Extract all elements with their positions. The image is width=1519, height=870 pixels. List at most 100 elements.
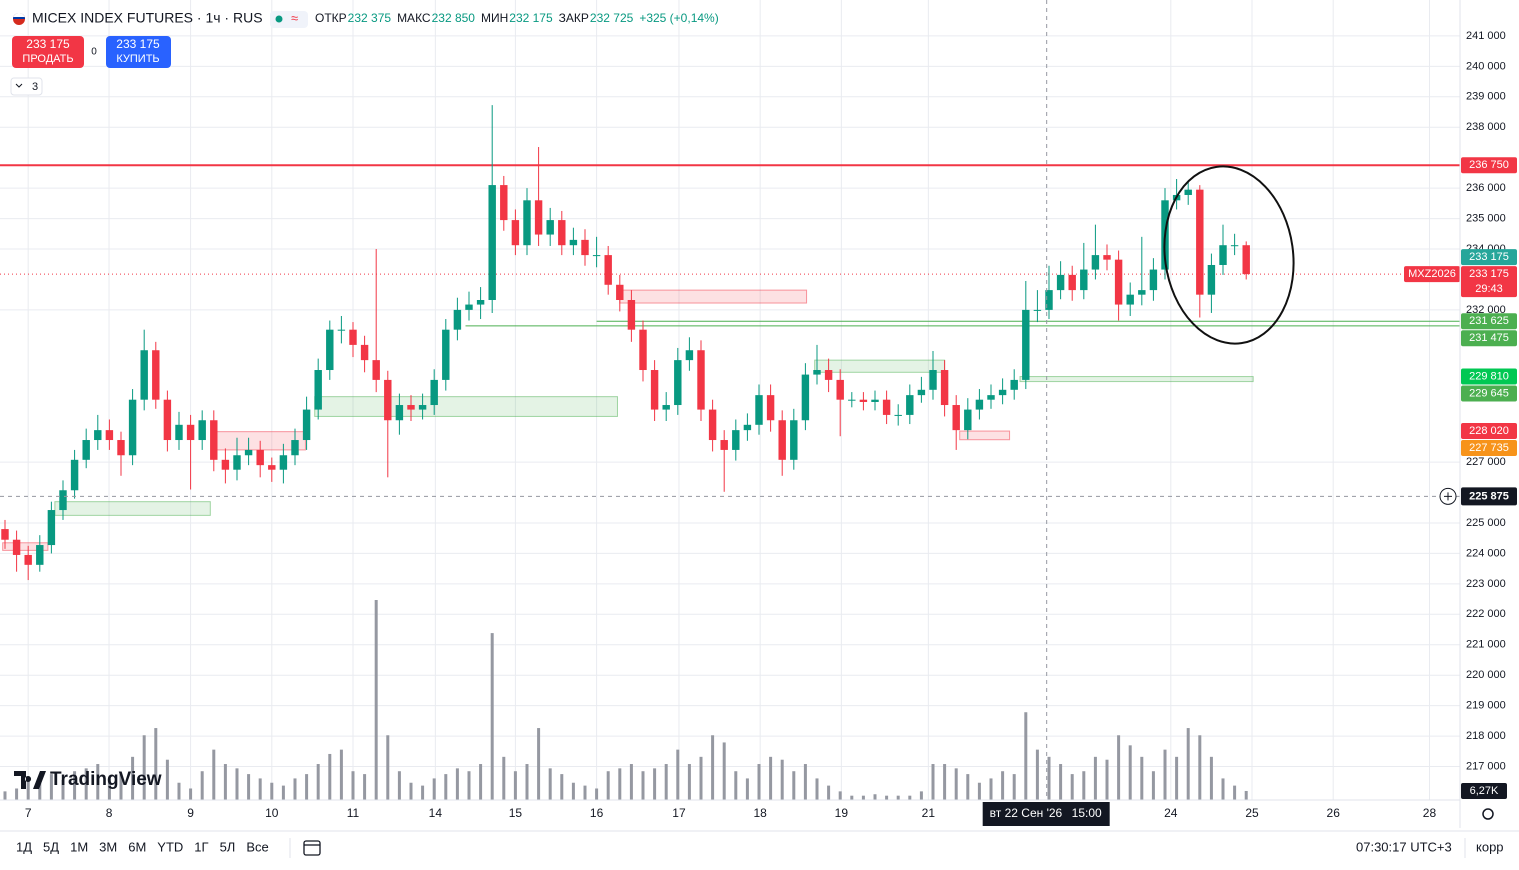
volume-bar xyxy=(560,774,564,800)
candle-body xyxy=(430,379,438,406)
candle-body xyxy=(813,370,821,375)
range-button[interactable]: 1Г xyxy=(194,839,208,854)
ohlc-value: 232 725 xyxy=(590,11,634,25)
delayed-icon: ≈ xyxy=(291,10,298,25)
market-open-dot xyxy=(275,15,283,23)
candle-body xyxy=(790,420,798,460)
y-tick-label: 241 000 xyxy=(1466,30,1506,42)
volume-bar xyxy=(1198,735,1202,800)
candle-body xyxy=(755,395,763,425)
range-button[interactable]: 5Л xyxy=(220,839,236,854)
candle-body xyxy=(1022,309,1030,380)
y-tick-label: 218 000 xyxy=(1466,730,1506,742)
volume-bar xyxy=(966,774,970,800)
x-tick-label: 17 xyxy=(672,806,686,820)
candle-body xyxy=(848,399,856,401)
volume-bar xyxy=(1082,771,1086,800)
volume-bar xyxy=(757,764,761,800)
volume-bar xyxy=(1233,785,1237,800)
candle-body xyxy=(534,200,543,235)
range-button[interactable]: YTD xyxy=(157,839,183,854)
candle-body xyxy=(940,370,949,406)
candle-body xyxy=(244,449,253,456)
x-tick-label: 16 xyxy=(590,806,604,820)
candle-body xyxy=(743,424,752,431)
volume-bar xyxy=(223,764,227,800)
candle-body xyxy=(674,360,682,406)
candle-body xyxy=(349,329,357,345)
ask-tag xyxy=(1461,249,1517,266)
volume xyxy=(3,600,1248,800)
sell-button[interactable] xyxy=(12,36,84,68)
volume-bar xyxy=(421,785,425,800)
volume-bar xyxy=(664,764,668,800)
y-tick-label: 219 000 xyxy=(1466,700,1506,712)
crosshair-x-label: вт 22 Сен '26 xyxy=(990,806,1063,820)
buy-label[interactable]: КУПИТЬ xyxy=(116,53,159,65)
volume-bar xyxy=(548,768,552,800)
candle-body xyxy=(639,329,647,371)
volume-bar xyxy=(397,771,401,800)
volume-bar xyxy=(455,768,459,800)
sell-label[interactable]: ПРОДАТЬ xyxy=(22,53,73,65)
candle-body xyxy=(685,350,694,361)
date-range-icon[interactable] xyxy=(303,840,321,856)
candle-body xyxy=(975,399,984,410)
volume-bar xyxy=(386,735,390,800)
candle-body xyxy=(581,239,589,256)
price-tag-label: 229 645 xyxy=(1469,387,1509,399)
volume-bar xyxy=(1117,735,1121,800)
candle-body xyxy=(998,389,1007,396)
candle-body xyxy=(163,399,172,441)
sell-price[interactable]: 233 175 xyxy=(26,37,70,51)
indicators-count[interactable]: 3 xyxy=(32,81,38,93)
candle-body xyxy=(36,545,44,565)
candle-body xyxy=(453,309,462,330)
candle-body xyxy=(1207,264,1216,295)
candle-body xyxy=(1045,290,1053,310)
candle-body xyxy=(1219,245,1227,265)
volume-bar xyxy=(1001,771,1005,800)
y-tick-label: 238 000 xyxy=(1466,121,1506,133)
symbol-title: MICEX INDEX FUTURES · 1ч · RUS xyxy=(32,10,263,26)
x-tick-label: 21 xyxy=(922,806,936,820)
range-button[interactable]: Все xyxy=(246,839,268,854)
buy-price[interactable]: 233 175 xyxy=(116,37,160,51)
price-tag-label: 236 750 xyxy=(1469,159,1509,171)
hand-drawn-circle xyxy=(1163,165,1295,345)
range-button[interactable]: 1Д xyxy=(16,839,32,854)
logo-icon xyxy=(14,771,46,789)
candle-body xyxy=(407,405,415,410)
volume-bar xyxy=(687,764,691,800)
candle-body xyxy=(117,440,125,456)
volume-bar xyxy=(1070,774,1074,800)
volume-bar xyxy=(235,768,239,800)
price-tag xyxy=(1461,385,1517,402)
volume-bar xyxy=(1047,756,1051,800)
volume-bar xyxy=(1093,756,1097,800)
volume-bar xyxy=(374,600,378,800)
candle-body xyxy=(882,399,891,415)
volume-bar xyxy=(339,749,343,800)
indicators-toggle[interactable] xyxy=(10,77,43,96)
candle-body xyxy=(1114,259,1123,305)
clock: 07:30:17 UTC+3 xyxy=(1356,839,1452,854)
settings-icon[interactable] xyxy=(1482,808,1494,820)
candle-body xyxy=(1068,274,1076,291)
candle-body xyxy=(558,220,566,246)
candle-body xyxy=(360,344,369,361)
range-button[interactable]: 3М xyxy=(99,839,117,854)
range-button[interactable]: 5Д xyxy=(43,839,59,854)
buy-button[interactable] xyxy=(106,36,171,68)
volume-bar xyxy=(908,795,912,800)
volume-bar xyxy=(792,771,796,800)
volume-bar xyxy=(142,735,146,800)
volume-bar xyxy=(1128,745,1132,800)
adjust-toggle[interactable]: корр xyxy=(1476,839,1504,854)
ohlc-label: ОТКР xyxy=(315,11,347,25)
range-button[interactable]: 6М xyxy=(128,839,146,854)
range-button[interactable]: 1М xyxy=(70,839,88,854)
y-tick-label: 240 000 xyxy=(1466,60,1506,72)
candles xyxy=(1,105,1250,581)
